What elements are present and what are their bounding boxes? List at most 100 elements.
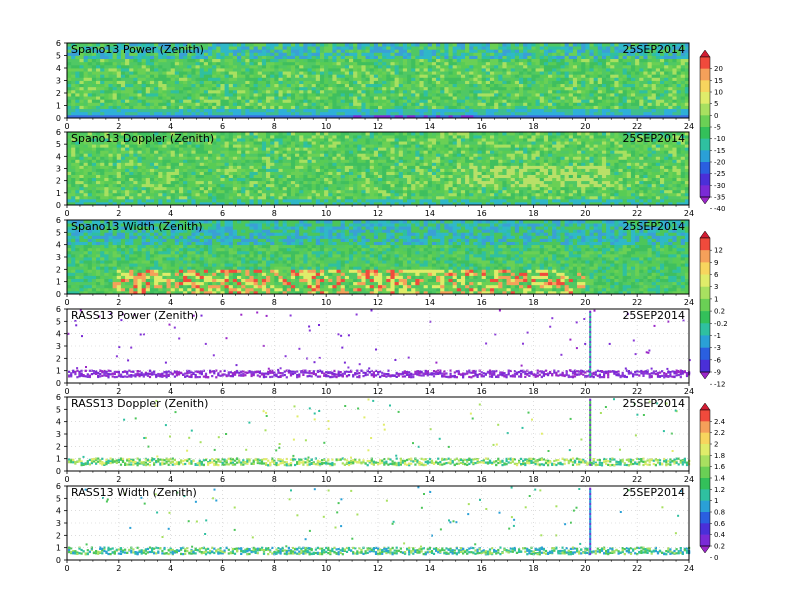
data-cell [598, 196, 603, 199]
data-cell [482, 190, 487, 193]
data-cell [523, 87, 528, 91]
data-cell [444, 99, 449, 103]
data-cell [274, 65, 279, 69]
data-cell [100, 62, 105, 66]
data-cell [436, 93, 441, 97]
data-cell [361, 106, 366, 110]
data-cell [229, 109, 234, 113]
data-cell [96, 87, 101, 91]
data-cell [67, 56, 72, 60]
data-cell [581, 43, 586, 47]
data-cell [565, 59, 570, 63]
data-cell [585, 59, 590, 63]
data-cell [565, 112, 570, 116]
data-cell [672, 93, 677, 97]
data-cell [594, 112, 599, 116]
data-cell [511, 178, 516, 181]
data-cell [254, 68, 259, 72]
data-cell [67, 93, 72, 97]
data-cell [498, 49, 503, 53]
data-cell [241, 196, 246, 199]
data-cell [536, 71, 541, 75]
data-cell [366, 93, 371, 97]
data-cell [266, 43, 271, 47]
data-cell [75, 99, 80, 103]
data-cell [652, 65, 657, 69]
data-cell [457, 74, 462, 78]
data-cell [672, 187, 677, 190]
data-cell [291, 199, 296, 202]
data-cell [556, 190, 561, 193]
data-cell [167, 77, 172, 81]
data-cell [498, 77, 503, 81]
data-cell [382, 187, 387, 190]
data-cell [627, 87, 632, 91]
data-cell [237, 68, 242, 72]
data-cell [536, 109, 541, 113]
data-cell [324, 196, 329, 199]
data-cell [457, 62, 462, 66]
data-cell [233, 68, 238, 72]
data-cell [527, 193, 532, 196]
data-cell [594, 190, 599, 193]
data-cell [258, 49, 263, 53]
data-cell [378, 62, 383, 66]
data-cell [606, 68, 611, 72]
data-cell [162, 102, 167, 106]
data-cell [482, 62, 487, 66]
data-cell [531, 190, 536, 193]
data-cell [100, 196, 105, 199]
data-cell [469, 112, 474, 116]
data-cell [424, 74, 429, 78]
data-cell [511, 112, 516, 116]
data-cell [133, 74, 138, 78]
data-cell [486, 87, 491, 91]
data-cell [668, 193, 673, 196]
data-cell [104, 112, 109, 116]
data-cell [162, 59, 167, 63]
data-cell [619, 90, 624, 94]
data-cell [266, 77, 271, 81]
data-cell [175, 68, 180, 72]
data-cell [540, 52, 545, 56]
data-cell [652, 59, 657, 63]
data-cell [196, 178, 201, 181]
data-cell [104, 68, 109, 72]
data-cell [374, 99, 379, 103]
data-cell [191, 96, 196, 100]
data-cell [353, 56, 358, 60]
data-cell [440, 93, 445, 97]
data-cell [113, 93, 118, 97]
data-cell [328, 190, 333, 193]
data-cell [436, 190, 441, 193]
data-cell [635, 87, 640, 91]
data-cell [233, 190, 238, 193]
data-cell [648, 68, 653, 72]
data-cell [465, 71, 470, 75]
data-cell [511, 56, 516, 60]
data-cell [448, 199, 453, 202]
data-cell [453, 65, 458, 69]
data-cell [519, 56, 524, 60]
data-cell [486, 184, 491, 187]
data-cell [610, 109, 615, 113]
data-cell [556, 96, 561, 100]
data-cell [208, 196, 213, 199]
data-cell [196, 74, 201, 78]
data-cell [262, 93, 267, 97]
data-cell [382, 99, 387, 103]
data-cell [502, 65, 507, 69]
data-cell [403, 65, 408, 69]
data-cell [125, 65, 130, 69]
data-cell [225, 56, 230, 60]
data-cell [225, 102, 230, 106]
data-cell [220, 109, 225, 113]
data-cell [254, 87, 259, 91]
data-cell [664, 59, 669, 63]
data-cell [104, 196, 109, 199]
data-cell [436, 77, 441, 81]
data-cell [635, 102, 640, 106]
data-cell [585, 99, 590, 103]
data-cell [548, 56, 553, 60]
data-cell [573, 49, 578, 53]
